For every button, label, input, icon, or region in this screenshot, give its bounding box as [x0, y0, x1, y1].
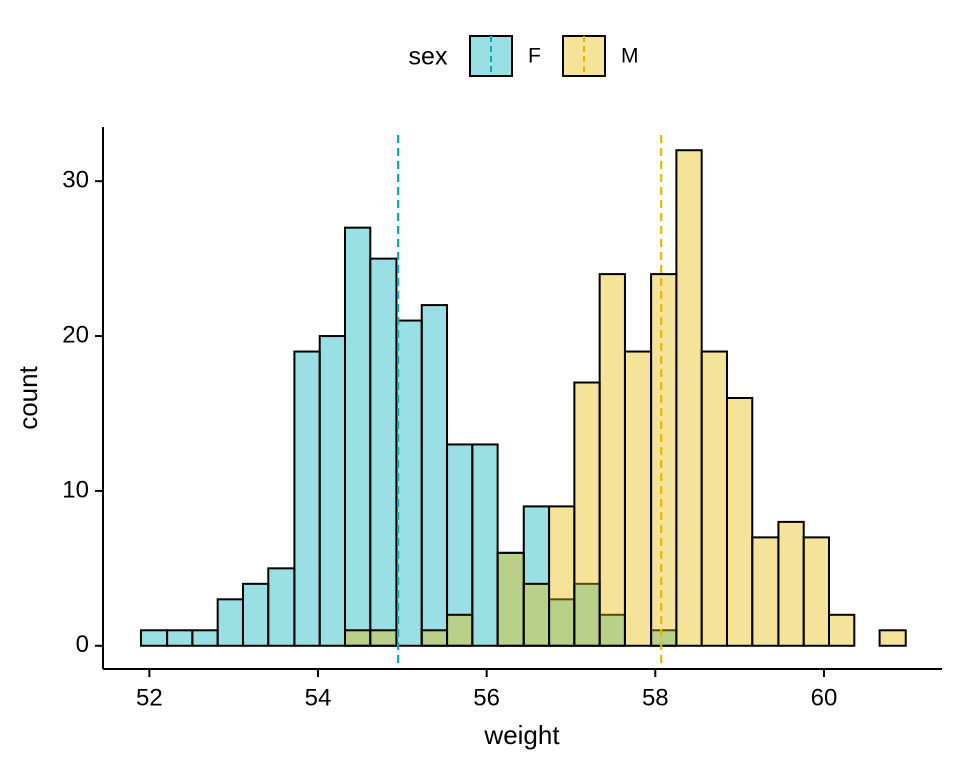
y-tick-label: 0	[76, 631, 89, 658]
bar	[191, 629, 219, 647]
bar	[623, 350, 653, 647]
bar	[471, 443, 499, 647]
x-tick-label: 58	[642, 684, 669, 711]
bar	[802, 536, 831, 647]
bar	[548, 505, 576, 647]
bar	[751, 536, 780, 647]
bar	[241, 582, 270, 647]
bar	[446, 613, 474, 647]
bar	[420, 304, 449, 647]
x-tick-label: 52	[136, 684, 163, 711]
legend-title: sex	[409, 43, 448, 71]
bar	[828, 613, 856, 647]
x-axis-label: weight	[483, 720, 560, 750]
bar	[675, 149, 703, 647]
bar	[369, 257, 398, 647]
y-tick-label: 10	[62, 476, 89, 503]
bar	[725, 397, 754, 647]
bar	[139, 629, 169, 647]
bar	[878, 629, 907, 647]
y-axis-label: count	[13, 365, 43, 429]
y-tick-label: 20	[62, 321, 89, 348]
bar	[216, 598, 244, 647]
bar	[344, 226, 372, 647]
bar	[293, 350, 321, 647]
x-tick-label: 56	[473, 684, 500, 711]
y-tick-label: 30	[62, 167, 89, 194]
bar	[522, 582, 551, 647]
bar	[650, 273, 678, 647]
bar	[369, 629, 398, 647]
bar	[573, 381, 601, 647]
bar	[777, 520, 805, 647]
x-tick-label: 54	[305, 684, 332, 711]
bar	[318, 335, 347, 647]
bar	[344, 629, 372, 647]
x-tick-label: 60	[811, 684, 838, 711]
legend-label: F	[528, 45, 541, 68]
bar	[395, 319, 423, 647]
bar	[496, 551, 525, 647]
bar	[166, 629, 194, 647]
bar	[700, 350, 728, 647]
legend-label: M	[621, 45, 639, 68]
bar	[420, 629, 449, 647]
bar	[267, 567, 296, 647]
bar	[598, 273, 626, 647]
